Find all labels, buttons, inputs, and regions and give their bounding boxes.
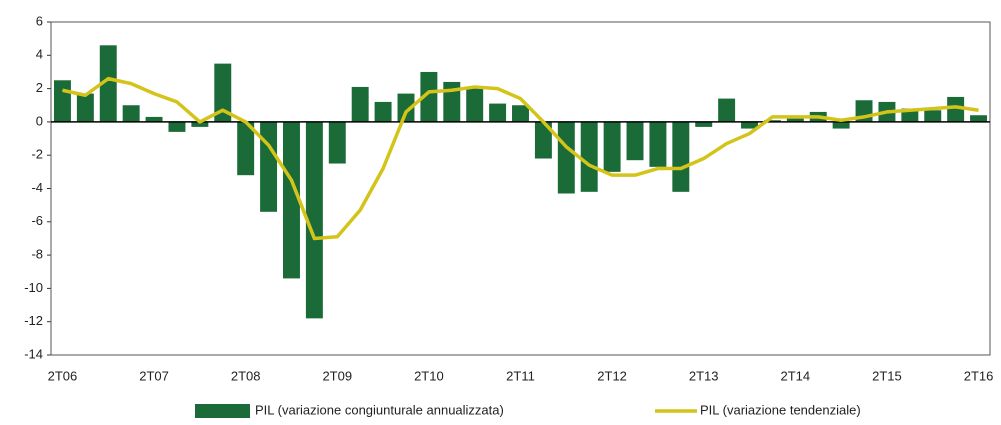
bar — [466, 86, 484, 122]
bar — [534, 121, 552, 159]
bar — [626, 121, 644, 161]
bar — [305, 121, 323, 319]
x-tick-label: 2T07 — [139, 368, 169, 383]
bar — [397, 93, 415, 122]
y-tick-label: -10 — [24, 280, 43, 295]
bar — [283, 121, 300, 279]
bar — [328, 121, 346, 164]
bar — [260, 121, 278, 212]
y-tick-label: 4 — [36, 47, 43, 62]
x-tick-label: 2T13 — [689, 368, 719, 383]
bar — [924, 110, 942, 122]
bar — [351, 86, 369, 122]
y-tick-label: -6 — [31, 213, 43, 228]
line — [62, 76, 979, 241]
plot-frame — [50, 21, 991, 356]
bar — [557, 121, 575, 194]
y-tick-label: -12 — [24, 313, 43, 328]
x-tick-label: 2T06 — [48, 368, 78, 383]
x-tick-label: 2T12 — [597, 368, 627, 383]
bar — [970, 115, 988, 122]
bar — [76, 93, 94, 122]
bar — [53, 80, 71, 122]
bar — [649, 121, 667, 167]
bar — [374, 101, 392, 122]
bar — [191, 121, 209, 127]
bar — [695, 121, 713, 127]
bar — [672, 121, 690, 192]
bar — [718, 98, 736, 122]
bar — [832, 121, 850, 129]
bar — [237, 121, 255, 176]
y-tick-label: -8 — [31, 247, 43, 262]
y-tick-label: 0 — [36, 113, 43, 128]
bar — [947, 96, 965, 122]
x-tick-label: 2T10 — [414, 368, 444, 383]
x-tick-label: 2T16 — [964, 368, 994, 383]
legend-label: PIL (variazione congiunturale annualizza… — [255, 402, 504, 417]
bar — [99, 45, 117, 122]
x-tick-label: 2T11 — [506, 368, 535, 383]
bar — [786, 118, 804, 122]
bar — [420, 71, 438, 122]
bar — [512, 105, 529, 122]
bar — [489, 103, 507, 122]
y-tick-label: -2 — [31, 147, 43, 162]
legend-swatch — [195, 404, 250, 418]
bar — [145, 116, 163, 122]
y-tick-label: -14 — [24, 346, 43, 361]
x-tick-label: 2T09 — [322, 368, 352, 383]
y-tick-label: 6 — [36, 13, 43, 28]
y-tick-label: -4 — [31, 180, 43, 195]
bar — [168, 121, 186, 132]
x-tick-label: 2T14 — [781, 368, 811, 383]
bar — [122, 105, 140, 122]
x-tick-label: 2T15 — [872, 368, 902, 383]
legend-label: PIL (variazione tendenziale) — [700, 402, 861, 417]
bar — [580, 121, 598, 192]
bar — [741, 121, 758, 129]
bar — [603, 121, 621, 172]
y-tick-label: 2 — [36, 80, 43, 95]
x-tick-label: 2T08 — [231, 368, 261, 383]
bar — [763, 120, 781, 122]
bar — [214, 63, 232, 122]
